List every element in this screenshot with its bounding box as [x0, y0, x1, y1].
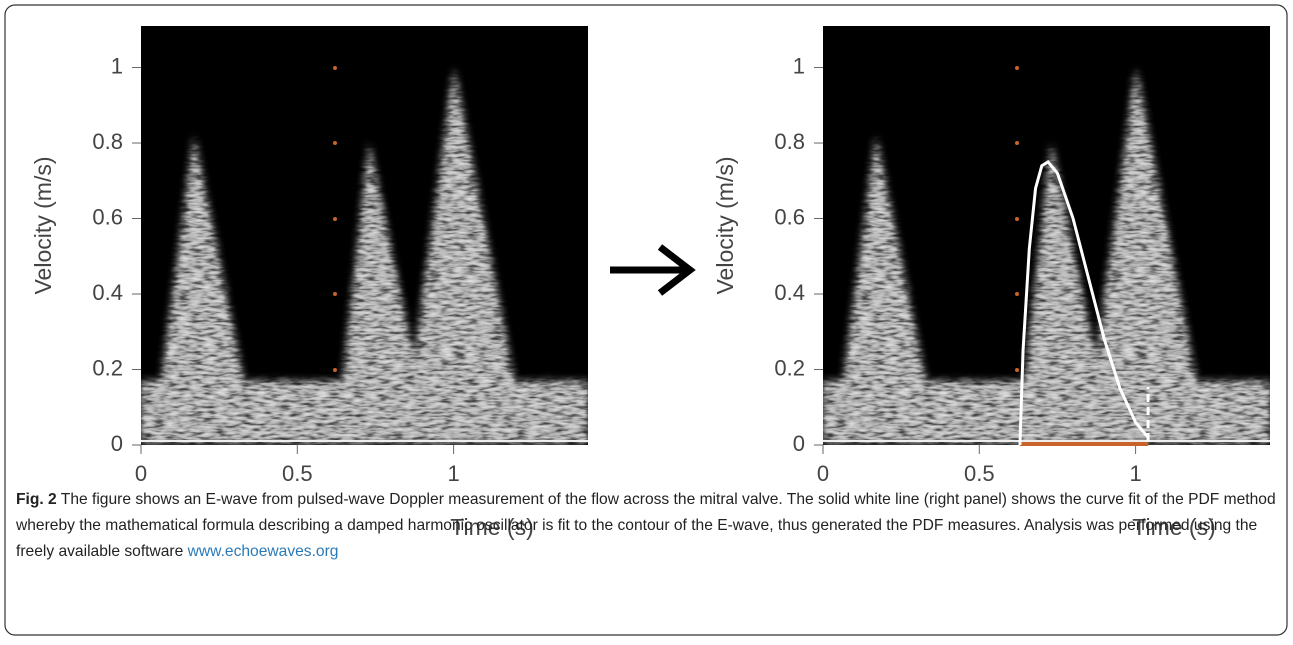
x-tick-label: 0 [135, 461, 147, 486]
arrow [610, 244, 696, 296]
y-tick-label: 0.2 [774, 355, 805, 380]
x-tick-label: 0.5 [964, 461, 995, 486]
x-axis-label: Time (s) [1132, 514, 1215, 540]
caption: Fig. 2 The figure shows an E-wave from p… [16, 487, 1278, 565]
x-tick-label: 0 [817, 461, 829, 486]
y-tick-label: 0 [111, 431, 123, 456]
x-tick-label: 1 [447, 461, 459, 486]
panel: 0 0.2 0.4 0.6 0.8 1 0 0.5 1 Time (s) Velocity (m/s… [30, 26, 588, 540]
y-tick-label: 1 [111, 53, 123, 78]
y-tick-label: 0.6 [774, 204, 805, 229]
caption-text: The figure shows an E-wave from pulsed-w… [16, 491, 1276, 560]
x-tick-label: 1 [1129, 461, 1141, 486]
y-tick-label: 0.8 [774, 129, 805, 154]
y-tick-label: 0.6 [92, 204, 123, 229]
y-axis-label: Velocity (m/s) [30, 156, 56, 294]
caption-label: Fig. 2 [16, 491, 57, 508]
frame [4, 4, 1288, 636]
y-tick-label: 1 [793, 53, 805, 78]
y-tick-label: 0.4 [92, 280, 123, 305]
caption-link[interactable]: www.echoewaves.org [187, 543, 339, 560]
panel: 0 0.2 0.4 0.6 0.8 1 0 0.5 1 Time (s) Velocity (m/s… [712, 26, 1270, 540]
y-tick-label: 0.8 [92, 129, 123, 154]
y-tick-label: 0.4 [774, 280, 805, 305]
y-axis-label: Velocity (m/s) [712, 156, 738, 294]
y-tick-label: 0 [793, 431, 805, 456]
x-axis-label: Time (s) [450, 514, 533, 540]
doppler-image [141, 26, 588, 445]
doppler-image [823, 26, 1270, 445]
x-tick-label: 0.5 [282, 461, 313, 486]
y-tick-label: 0.2 [92, 355, 123, 380]
fit-curve [1018, 159, 1150, 446]
